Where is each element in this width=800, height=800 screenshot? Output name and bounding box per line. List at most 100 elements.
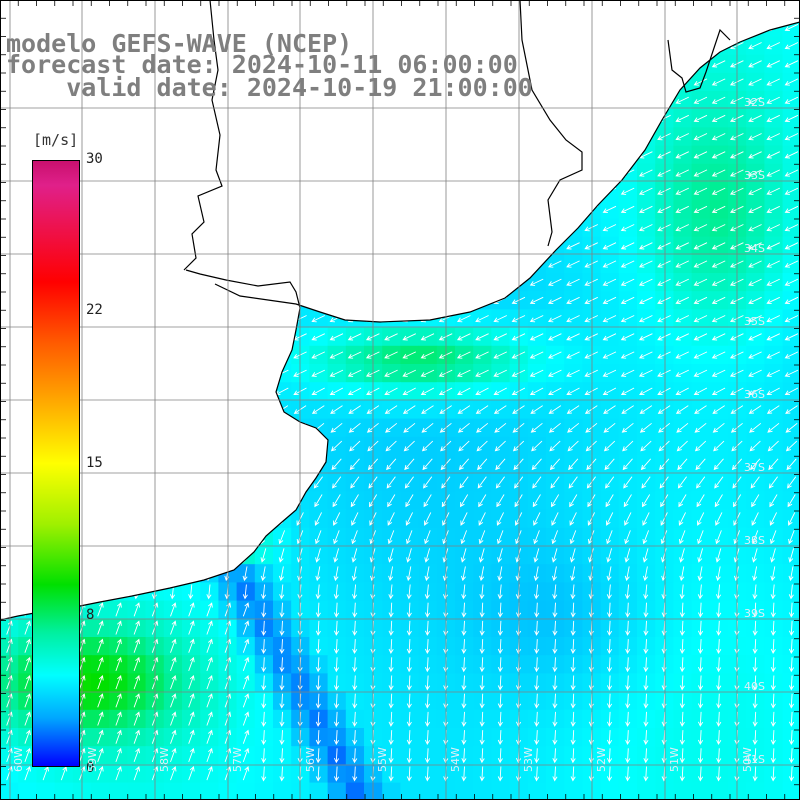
- wind-arrow: [620, 242, 635, 250]
- wind-arrow: [529, 296, 544, 305]
- wind-arrow: [624, 512, 632, 526]
- wind-arrow: [458, 440, 470, 452]
- wind-arrow: [711, 133, 726, 141]
- wind-arrow: [675, 96, 689, 104]
- wind-arrow: [620, 333, 635, 341]
- wind-arrow: [751, 512, 759, 526]
- wind-cell: [200, 782, 219, 800]
- wind-arrow: [386, 476, 396, 489]
- wind-arrow: [675, 187, 689, 195]
- wind-arrow: [638, 169, 653, 177]
- latitude-label: 36S: [744, 388, 765, 401]
- wind-arrow: [566, 369, 580, 377]
- wind-arrow: [748, 78, 762, 86]
- wind-arrow: [406, 548, 412, 563]
- wind-arrow: [603, 405, 616, 414]
- wind-arrow: [766, 169, 780, 177]
- wind-arrow: [423, 512, 432, 526]
- wind-arrow: [494, 440, 506, 452]
- wind-arrow: [566, 387, 580, 396]
- wind-arrow: [602, 333, 617, 341]
- wind-cell: [163, 782, 183, 800]
- wind-arrow: [387, 494, 396, 508]
- wind-arrow: [769, 530, 777, 545]
- longitude-label: 58W: [158, 747, 171, 772]
- wind-arrow: [332, 512, 341, 526]
- wind-arrow: [549, 458, 561, 471]
- wind-arrow: [605, 494, 614, 508]
- latitude-label: 34S: [744, 242, 765, 255]
- wind-arrow: [585, 440, 597, 452]
- wind-arrow: [566, 242, 580, 250]
- wind-arrow: [496, 530, 504, 545]
- wind-arrow: [620, 315, 635, 323]
- wind-arrow: [458, 458, 470, 471]
- wind-arrow: [766, 114, 780, 123]
- wind-arrow: [584, 387, 598, 396]
- wind-arrow: [750, 458, 761, 471]
- wind-arrow: [423, 494, 432, 508]
- wind-arrow: [333, 548, 340, 563]
- wind-arrow: [676, 440, 688, 452]
- wind-arrow: [638, 333, 653, 341]
- wind-arrow: [660, 548, 667, 563]
- wind-arrow: [475, 387, 489, 396]
- wind-arrow: [788, 530, 795, 545]
- wind-arrow: [551, 494, 560, 508]
- wind-arrow: [784, 169, 799, 177]
- wind-arrow: [748, 96, 762, 104]
- wind-arrow: [766, 42, 780, 50]
- wind-arrow: [532, 476, 542, 489]
- wind-arrow: [493, 351, 507, 359]
- wind-arrow: [694, 405, 707, 414]
- wind-arrow: [384, 351, 398, 359]
- wind-arrow: [711, 242, 726, 250]
- wind-arrow: [748, 369, 762, 377]
- wind-arrow: [766, 133, 780, 141]
- wind-arrow: [550, 476, 560, 489]
- wind-arrow: [602, 242, 617, 250]
- wind-arrow: [475, 369, 489, 377]
- wind-arrow: [621, 405, 634, 414]
- wind-arrow: [693, 333, 708, 341]
- wind-arrow: [639, 387, 653, 396]
- wind-arrow: [638, 351, 653, 359]
- wind-arrow: [787, 512, 796, 526]
- wind-arrow: [766, 405, 780, 414]
- wind-arrow: [693, 224, 708, 232]
- wind-arrow: [568, 476, 578, 489]
- wind-arrow: [787, 476, 797, 489]
- wind-arrow: [384, 405, 398, 414]
- wind-arrow: [456, 369, 471, 377]
- wind-arrow: [638, 369, 653, 377]
- wind-arrow: [529, 351, 544, 359]
- wind-arrow: [657, 151, 671, 159]
- wind-arrow: [569, 530, 577, 545]
- wind-arrow: [347, 369, 362, 377]
- wind-arrow: [675, 315, 689, 323]
- wind-arrow: [657, 187, 671, 195]
- wind-arrow: [766, 351, 780, 359]
- wind-arrow: [711, 351, 726, 359]
- wind-arrow: [533, 530, 540, 545]
- wind-arrow: [784, 60, 799, 68]
- wind-arrow: [784, 187, 799, 195]
- wind-arrow: [784, 205, 799, 214]
- wind-arrow: [569, 494, 578, 508]
- wind-cell: [54, 782, 74, 800]
- wind-arrow: [693, 278, 708, 286]
- wind-cell: [491, 782, 511, 800]
- wind-arrow: [531, 458, 542, 471]
- wind-arrow: [696, 476, 706, 489]
- wind-arrow: [495, 476, 505, 489]
- wind-arrow: [678, 512, 687, 526]
- wind-arrow: [693, 78, 708, 86]
- wind-arrow: [675, 351, 689, 359]
- wind-arrow: [748, 351, 762, 359]
- wind-arrow: [766, 315, 780, 323]
- wind-arrow: [784, 78, 799, 86]
- wind-arrow: [530, 422, 543, 433]
- wind-arrow: [766, 278, 780, 286]
- latitude-label: 38S: [744, 534, 765, 547]
- wind-arrow: [329, 369, 344, 377]
